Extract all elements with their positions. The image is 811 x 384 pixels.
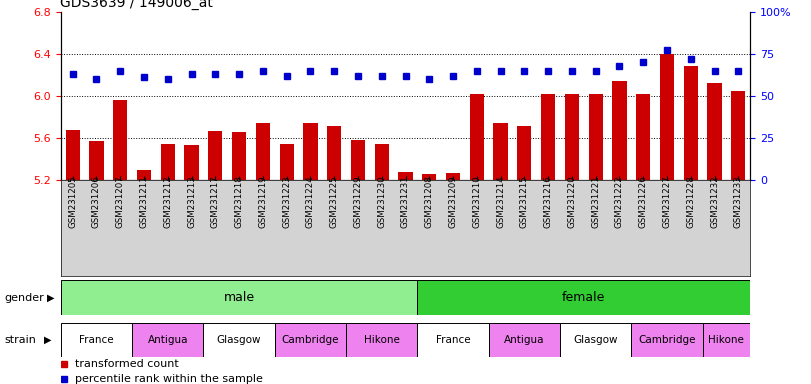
Text: Glasgow: Glasgow — [573, 335, 618, 345]
Text: Glasgow: Glasgow — [217, 335, 261, 345]
Text: Cambridge: Cambridge — [281, 335, 339, 345]
Text: Cambridge: Cambridge — [638, 335, 696, 345]
Bar — [275, 323, 346, 357]
Bar — [636, 94, 650, 180]
Bar — [327, 126, 341, 180]
Text: Hikone: Hikone — [364, 335, 400, 345]
Bar — [137, 170, 151, 180]
Text: female: female — [562, 291, 606, 304]
Bar — [280, 144, 294, 180]
Text: Antigua: Antigua — [504, 335, 545, 345]
Bar — [66, 130, 79, 180]
Bar — [161, 144, 175, 180]
Bar — [470, 94, 484, 180]
Bar — [113, 100, 127, 180]
Text: Hikone: Hikone — [709, 335, 744, 345]
Bar — [303, 124, 318, 180]
Bar — [89, 141, 104, 180]
Bar — [589, 94, 603, 180]
Text: percentile rank within the sample: percentile rank within the sample — [75, 374, 263, 384]
Bar — [208, 131, 222, 180]
Bar — [684, 66, 698, 180]
Bar — [660, 54, 674, 180]
Bar — [418, 280, 750, 315]
Bar — [232, 132, 247, 180]
Bar — [612, 81, 627, 180]
Bar — [346, 323, 418, 357]
Bar — [184, 145, 199, 180]
Bar — [564, 94, 579, 180]
Text: male: male — [224, 291, 255, 304]
Text: transformed count: transformed count — [75, 359, 178, 369]
Bar — [398, 172, 413, 180]
Bar — [541, 94, 556, 180]
Text: ▶: ▶ — [44, 335, 51, 345]
Bar — [255, 124, 270, 180]
Bar — [204, 323, 275, 357]
Bar — [61, 323, 132, 357]
Bar — [493, 124, 508, 180]
Bar — [489, 323, 560, 357]
Bar — [446, 173, 460, 180]
Bar — [702, 323, 750, 357]
Text: France: France — [436, 335, 470, 345]
Text: Antigua: Antigua — [148, 335, 188, 345]
Bar — [732, 91, 745, 180]
Bar — [61, 280, 418, 315]
Text: gender: gender — [4, 293, 44, 303]
Text: France: France — [79, 335, 114, 345]
Bar — [132, 323, 204, 357]
Text: strain: strain — [4, 335, 36, 345]
Bar — [517, 126, 531, 180]
Text: GDS3639 / 149006_at: GDS3639 / 149006_at — [60, 0, 213, 10]
Bar — [631, 323, 702, 357]
Bar — [418, 323, 489, 357]
Text: ▶: ▶ — [47, 293, 54, 303]
Bar — [707, 83, 722, 180]
Bar — [560, 323, 631, 357]
Bar — [423, 174, 436, 180]
Bar — [375, 144, 388, 180]
Bar — [351, 141, 365, 180]
